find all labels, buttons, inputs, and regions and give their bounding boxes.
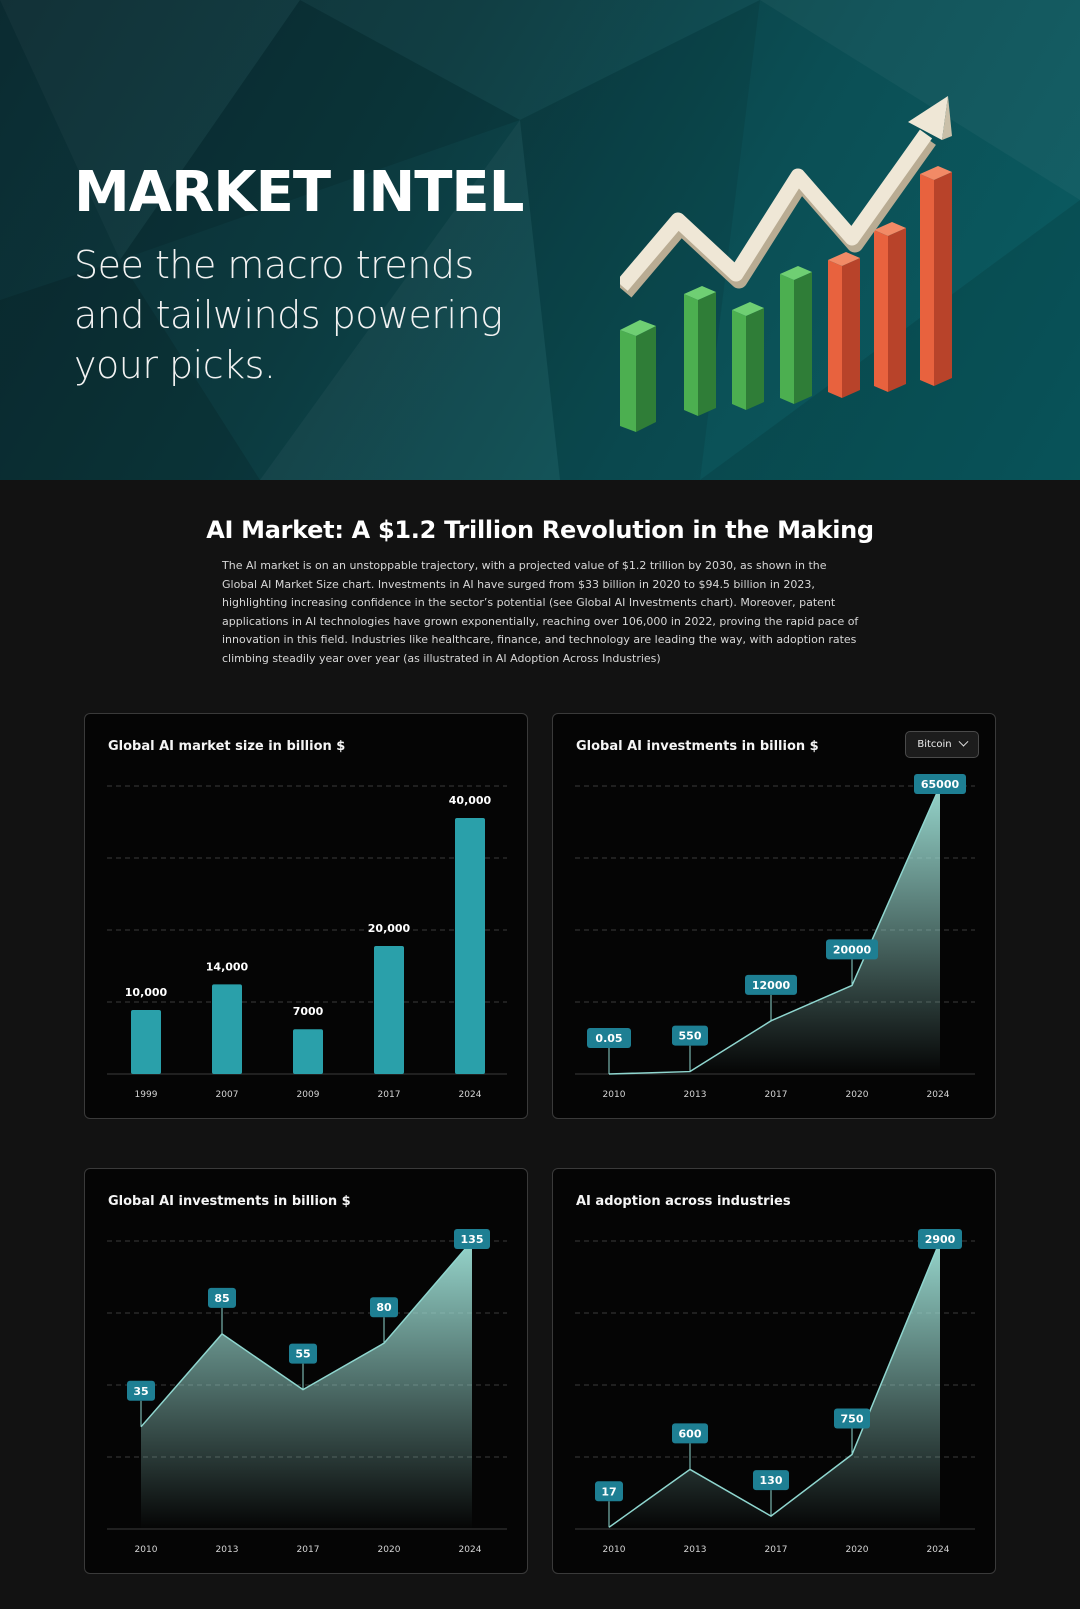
data-label: 7000 [293,1005,324,1018]
chart-card-adoption: AI adoption across industries 2010 2013 20… [552,1168,996,1574]
value-badge [745,974,797,995]
value-badge [127,1380,155,1401]
chart-card-market-size: Global AI market size in billion $ 1999 2… [84,713,528,1119]
value-badge [595,1481,623,1502]
area-fill [609,1241,940,1529]
x-tick-label: 2017 [765,1545,788,1555]
dropdown-value: Bitcoin [917,739,952,750]
data-label: 135 [461,1233,484,1246]
data-label: 550 [679,1030,702,1043]
data-label: 80 [376,1301,392,1314]
red-bar-icon [828,252,860,398]
chart-card-investments-bitcoin: Global AI investments in billion $ Bitco… [552,713,996,1119]
x-tick-label: 2017 [765,1090,788,1100]
x-tick-label: 2010 [603,1545,626,1555]
data-label: 12000 [752,979,791,992]
x-tick-label: 2009 [297,1090,320,1100]
x-tick-label: 2024 [459,1545,482,1555]
data-label: 600 [679,1427,702,1440]
x-tick-label: 2020 [378,1545,401,1555]
value-badge [370,1297,398,1318]
data-label: 65000 [921,778,960,791]
x-tick-label: 2017 [378,1090,401,1100]
data-label: 14,000 [206,960,249,973]
green-bar-icon [620,320,656,432]
value-badge [914,774,966,794]
x-tick-label: 2024 [927,1545,950,1555]
data-label: 0.05 [595,1032,622,1045]
x-tick-label: 2017 [297,1545,320,1555]
x-tick-label: 2013 [684,1090,707,1100]
data-label: 85 [214,1292,229,1305]
x-tick-label: 2007 [216,1090,239,1100]
x-tick-label: 2013 [216,1545,239,1555]
bar [131,1010,161,1074]
bar [293,1029,323,1074]
data-label: 10,000 [125,986,168,999]
value-badge [672,1025,708,1046]
value-badge [672,1423,708,1444]
data-label: 55 [295,1348,310,1361]
value-badge [208,1287,236,1308]
growth-chart-illustration [620,96,952,432]
x-tick-label: 2020 [846,1545,869,1555]
area-fill [609,786,940,1074]
value-badge [587,1027,631,1048]
data-label: 750 [841,1413,864,1426]
bar [374,946,404,1074]
market-size-bar-chart: 1999 2007 2009 2017 2024 10,000 14,000 7000 20,0… [107,785,507,1100]
x-tick-label: 2010 [603,1090,626,1100]
area-fill [141,1241,472,1529]
hero-subtitle: See the macro trends and tailwinds power… [74,243,503,387]
chart-title: Global AI investments in billion $ [576,739,819,754]
chart-title: Global AI market size in billion $ [108,739,346,754]
data-label: 17 [601,1485,616,1498]
chart-card-investments: Global AI investments in billion $ 2010 2… [84,1168,528,1574]
investments-area-chart: 2010 2013 2017 2020 2024 0.05 550 12000 20000 650… [575,774,975,1100]
x-tick-label: 2024 [927,1090,950,1100]
x-tick-label: 2020 [846,1090,869,1100]
section-description: The AI market is on an unstoppable traje… [222,559,859,665]
section-title: AI Market: A $1.2 Trillion Revolution in… [206,516,874,544]
data-label: 2900 [925,1233,956,1246]
investments-area-chart-2: 2010 2013 2017 2020 2024 35 85 55 80 135 [107,1229,507,1555]
data-label: 40,000 [449,794,492,807]
data-label: 130 [760,1474,783,1487]
value-badge [753,1470,789,1491]
hero-banner: MARKET INTEL See the macro trends and ta… [0,0,1080,480]
x-tick-label: 2013 [684,1545,707,1555]
adoption-area-chart: 2010 2013 2017 2020 2024 17 600 130 750 2900 [575,1229,975,1555]
series-line [608,785,941,1075]
data-label: 20,000 [368,922,411,935]
chart-title: AI adoption across industries [576,1194,791,1209]
data-label: 20000 [833,943,872,956]
bar [212,984,242,1074]
x-tick-label: 1999 [135,1090,158,1100]
currency-dropdown[interactable]: Bitcoin [905,731,979,758]
value-badge [918,1229,962,1249]
x-tick-label: 2024 [459,1090,482,1100]
hero-title: MARKET INTEL [74,160,524,225]
data-label: 35 [133,1385,148,1398]
x-tick-label: 2010 [135,1545,158,1555]
value-badge [454,1229,490,1249]
bar [455,818,485,1074]
chart-title: Global AI investments in billion $ [108,1194,351,1209]
value-badge [834,1408,870,1429]
value-badge [289,1343,317,1364]
value-badge [826,939,878,960]
trend-arrow-icon [620,96,952,298]
